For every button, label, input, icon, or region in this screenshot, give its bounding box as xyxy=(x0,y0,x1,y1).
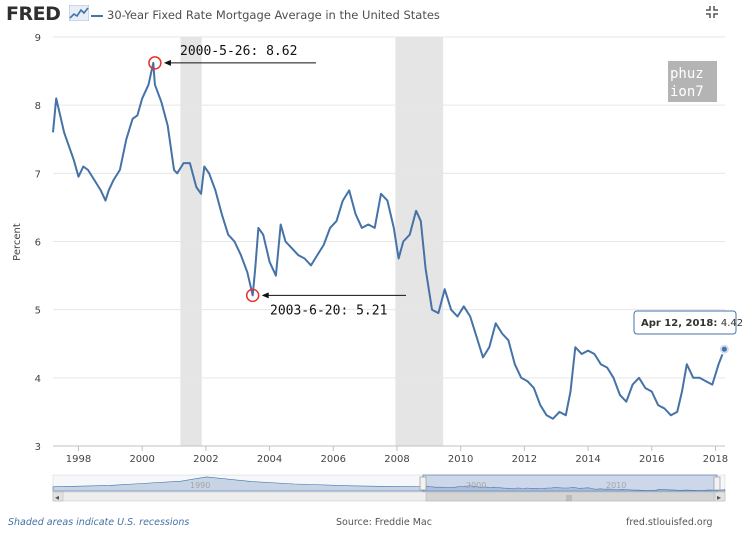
tooltip-date: Apr 12, 2018: xyxy=(641,318,721,329)
x-tick-label-2000: 2000 xyxy=(129,454,154,465)
scroll-left-button[interactable] xyxy=(52,491,64,502)
x-tick-label-1998: 1998 xyxy=(66,454,91,465)
watermark: phuz ion7 xyxy=(668,61,717,102)
source-text: Source: Freddie Mac xyxy=(336,517,432,528)
x-tick-label-2004: 2004 xyxy=(257,454,282,465)
fred-logo[interactable]: FRED xyxy=(6,3,61,25)
scroll-right-arrow-icon: ▸ xyxy=(717,493,721,502)
x-tick-label-2010: 2010 xyxy=(448,454,473,465)
peak-arrow-head xyxy=(163,59,171,66)
scroll-left-arrow-icon: ◂ xyxy=(55,493,59,502)
y-tick-label-3: 3 xyxy=(35,442,41,453)
y-tick-label-6: 6 xyxy=(35,238,41,249)
annotations: 2000-5-26: 8.62 2003-6-20: 5.21 xyxy=(148,44,406,318)
chart-header: FRED 30-Year Fixed Rate Mortgage Average… xyxy=(0,0,743,30)
scroll-grip-icon: ||| xyxy=(566,495,572,502)
navigator-label-2010: 2010 xyxy=(606,481,626,490)
scroll-right-button[interactable] xyxy=(714,491,726,502)
y-tick-label-7: 7 xyxy=(35,169,41,180)
trough-annotation-label: 2003-6-20: 5.21 xyxy=(270,303,387,318)
logo-chart-icon xyxy=(69,5,89,21)
x-tick-label-2014: 2014 xyxy=(575,454,600,465)
x-tick-label-2016: 2016 xyxy=(639,454,664,465)
y-tick-label-8: 8 xyxy=(35,101,41,112)
y-axis-label: Percent xyxy=(12,223,23,261)
navigator-label-1990: 1990 xyxy=(190,481,210,490)
fullscreen-icon[interactable] xyxy=(705,5,719,19)
chart-title: 30-Year Fixed Rate Mortgage Average in t… xyxy=(107,8,440,22)
navigator[interactable]: 1990 2000 2010 ◂ ▸ ||| xyxy=(0,0,743,505)
y-tick-label-9: 9 xyxy=(35,33,41,44)
axis-layer: 3 4 5 6 7 8 9 1998 2000 2002 2004 2006 2008 2010 2012 2… xyxy=(35,33,729,465)
recession-note: Shaded areas indicate U.S. recessions xyxy=(8,517,190,528)
navigator-right-handle[interactable] xyxy=(713,476,721,491)
trough-arrow-head xyxy=(261,292,269,299)
y-tick-label-4: 4 xyxy=(35,374,41,385)
watermark-line-2: ion7 xyxy=(670,84,704,100)
x-tick-label-2018: 2018 xyxy=(703,454,728,465)
peak-marker xyxy=(148,56,162,70)
tooltip: Apr 12, 2018: 4.42 xyxy=(633,310,743,355)
chart-plot: 3 4 5 6 7 8 9 1998 2000 2002 2004 2006 2008 2010 2012 2… xyxy=(12,33,743,465)
x-tick-label-2008: 2008 xyxy=(384,454,409,465)
navigator-left-handle[interactable] xyxy=(419,476,427,491)
tooltip-box xyxy=(633,310,737,335)
series-line[interactable] xyxy=(52,61,726,420)
navigator-label-2000: 2000 xyxy=(466,481,486,490)
navigator-series-area xyxy=(52,476,726,492)
tooltip-text: Apr 12, 2018: 4.42 xyxy=(641,318,743,329)
y-tick-label-5: 5 xyxy=(35,306,41,317)
tooltip-point[interactable] xyxy=(721,346,727,352)
tooltip-value: 4.42 xyxy=(721,318,743,329)
x-tick-label-2012: 2012 xyxy=(512,454,537,465)
x-tick-label-2006: 2006 xyxy=(321,454,346,465)
x-tick-label-2002: 2002 xyxy=(193,454,218,465)
site-link[interactable]: fred.stlouisfed.org xyxy=(626,517,713,528)
trough-marker xyxy=(245,288,260,303)
watermark-line-1: phuz xyxy=(670,66,704,82)
scrollbar-thumb[interactable] xyxy=(425,491,715,502)
series-layer xyxy=(52,61,726,420)
peak-annotation-label: 2000-5-26: 8.62 xyxy=(180,44,297,59)
legend-swatch xyxy=(91,15,103,17)
